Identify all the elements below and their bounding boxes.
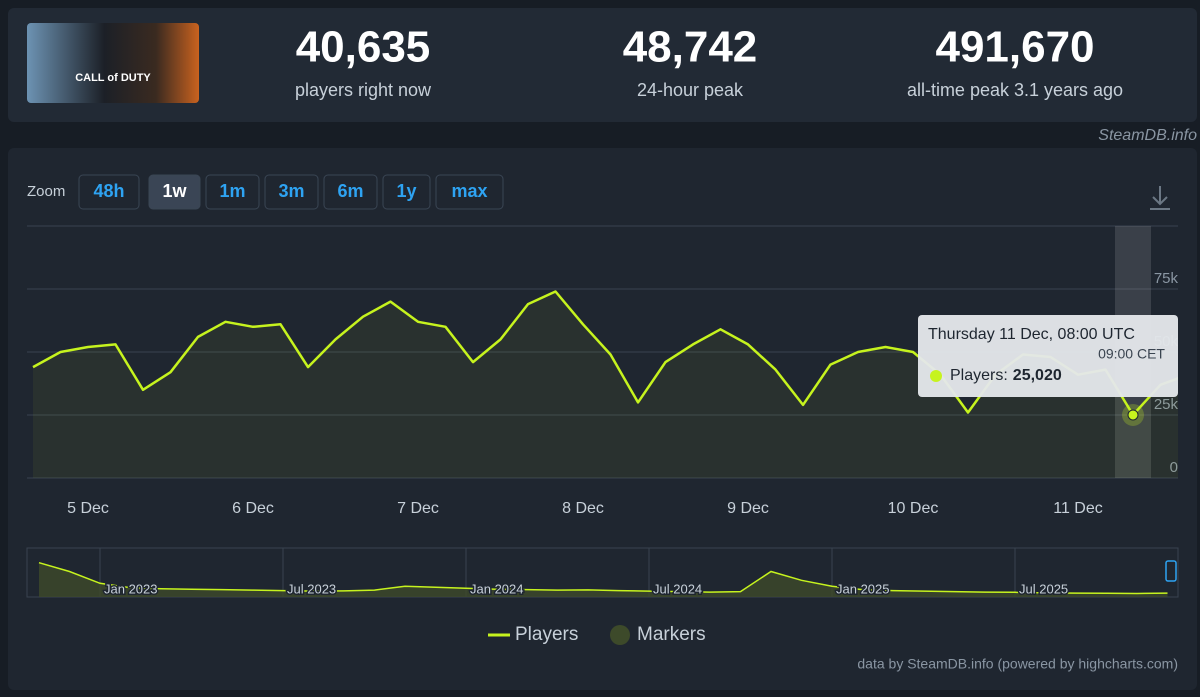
stat-label: players right now [295,80,432,100]
tooltip-swatch [930,370,942,382]
tooltip-title: Thursday 11 Dec, 08:00 UTC [928,326,1135,343]
zoom-button[interactable] [148,174,201,210]
navigator-label: Jul 2025 [1019,581,1068,596]
game-image [27,23,199,103]
tooltip-label: Players: [950,367,1008,384]
download-icon[interactable] [1150,186,1170,210]
tooltip-subtitle: 09:00 CET [1098,346,1165,362]
zoom-button-label[interactable]: 48h [93,181,124,201]
navigator-label: Jul 2023 [287,581,336,596]
stats-panel [8,8,1197,122]
legend-label[interactable]: Players [515,624,578,645]
x-tick-label: 7 Dec [397,500,439,517]
legend-label[interactable]: Markers [637,624,706,645]
zoom-label: Zoom [27,183,65,200]
stats: 40,635 players right now 48,742 24-hour pea… [295,23,1123,100]
y-tick-label: 25k [1154,396,1179,413]
zoom-button[interactable] [264,174,319,210]
hover-point [1127,409,1139,421]
stat-label: all-time peak 3.1 years ago [907,80,1123,100]
stat-value: 48,742 [623,23,758,72]
zoom-button[interactable] [205,174,260,210]
navigator-label: Jan 2024 [470,581,524,596]
zoom-button[interactable] [323,174,378,210]
credit: SteamDB.info [1098,127,1197,144]
navigator-label: Jan 2023 [104,581,158,596]
navigator-line [38,561,1168,595]
navigator-label: Jan 2024 [470,581,524,596]
zoom-button-label[interactable]: max [451,181,487,201]
legend-marker [610,625,630,645]
game-logo: CALL of DUTY [75,72,151,84]
navigator-handle[interactable] [1165,560,1177,582]
zoom-button[interactable] [78,174,140,210]
y-tick-label: 75k [1154,270,1179,287]
x-tick-label: 6 Dec [232,500,274,517]
navigator-label: Jul 2025 [1019,581,1068,596]
navigator-label: Jul 2023 [287,581,336,596]
x-tick-label: 11 Dec [1053,500,1103,517]
zoom-button-label[interactable]: 1w [162,181,187,201]
zoom-button[interactable] [382,174,431,210]
x-tick-label: 9 Dec [727,500,769,517]
tooltip-value: 25,020 [1013,367,1062,384]
x-tick-label: 5 Dec [67,500,109,517]
y-tick-label: 0 [1170,459,1178,476]
navigator-label: Jan 2025 [836,581,890,596]
zoom-button-label[interactable]: 1y [396,181,416,201]
zoom-button[interactable] [435,174,504,210]
x-tick-label: 8 Dec [562,500,604,517]
zoom-button-label[interactable]: 3m [278,181,304,201]
legend: Players Markers [488,624,706,645]
stat-value: 491,670 [935,23,1094,72]
stat-label: 24-hour peak [637,80,744,100]
zoom-button-label[interactable]: 6m [337,181,363,201]
footer: data by SteamDB.info (powered by highcha… [857,656,1178,672]
navigator-label: Jan 2025 [836,581,890,596]
zoom-buttons: 48h 1w 1m 3m 6m 1y max [78,174,504,210]
navigator-label: Jul 2024 [653,581,702,596]
navigator-label: Jul 2024 [653,581,702,596]
stat-value: 40,635 [296,23,431,72]
series-area [33,291,1178,478]
zoom-button-label[interactable]: 1m [219,181,245,201]
x-tick-label: 10 Dec [888,500,939,517]
tooltip [918,315,1178,397]
navigator-label: Jan 2023 [104,581,158,596]
navigator-plot [38,561,1168,597]
tooltip-text: Players: 25,020 [950,367,1062,384]
